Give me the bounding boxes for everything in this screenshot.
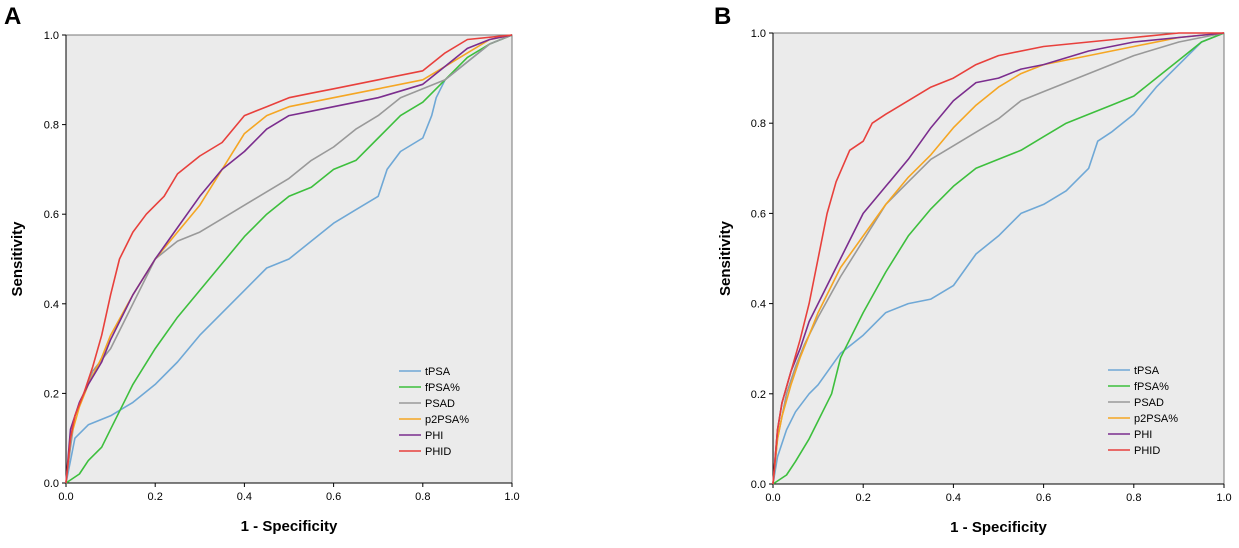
y-axis-title: Sensitivity xyxy=(9,221,26,297)
x-axis-title: 1 - Specificity xyxy=(241,518,338,535)
y-tick-label: 0.8 xyxy=(751,118,766,130)
series-line-tpsa xyxy=(65,34,513,484)
x-tick-label: 0.4 xyxy=(237,491,252,503)
series-line-phi xyxy=(772,32,1225,485)
plot-area xyxy=(772,32,1225,485)
x-tick-label: 0.6 xyxy=(326,491,341,503)
legend-label: PSAD xyxy=(1134,397,1164,409)
legend-label: PHI xyxy=(1134,429,1152,441)
x-axis-title: 1 - Specificity xyxy=(950,519,1047,536)
x-tick-label: 0.0 xyxy=(765,492,780,504)
legend-label: PHID xyxy=(425,446,451,458)
y-tick-label: 0.2 xyxy=(751,389,766,401)
series-line-p2psa-pct xyxy=(772,32,1225,485)
x-tick-label: 0.2 xyxy=(856,492,871,504)
y-tick-label: 1.0 xyxy=(751,28,766,40)
legend-label: p2PSA% xyxy=(425,414,469,426)
y-tick-label: 0.0 xyxy=(751,479,766,491)
legend-label: PHI xyxy=(425,430,443,442)
y-tick-label: 0.2 xyxy=(44,388,59,400)
y-tick-label: 0.0 xyxy=(44,478,59,490)
y-axis-title: Sensitivity xyxy=(717,220,734,296)
x-tick-label: 0.8 xyxy=(415,491,430,503)
y-tick-label: 0.4 xyxy=(44,299,59,311)
series-line-psad xyxy=(772,32,1225,485)
x-tick-label: 0.4 xyxy=(946,492,961,504)
legend-label: tPSA xyxy=(1134,365,1160,377)
series-line-psad xyxy=(65,34,513,484)
y-tick-label: 0.4 xyxy=(751,299,766,311)
panel-letter: B xyxy=(714,3,731,30)
series-line-fpsa-pct xyxy=(65,34,513,484)
series-line-p2psa-pct xyxy=(65,34,513,484)
x-tick-label: 0.2 xyxy=(148,491,163,503)
legend-label: tPSA xyxy=(425,366,451,378)
x-tick-label: 0.8 xyxy=(1126,492,1141,504)
legend-label: fPSA% xyxy=(1134,381,1169,393)
series-line-tpsa xyxy=(772,32,1225,485)
y-tick-label: 1.0 xyxy=(44,30,59,42)
roc-panel-b: B 0.0 0.2 0.4 0.6 0.8 1.0 0.0 0.2 0.4 0.6 0.8 1.0 1 -… xyxy=(714,3,1232,536)
legend-label: p2PSA% xyxy=(1134,413,1178,425)
x-tick-label: 0.6 xyxy=(1036,492,1051,504)
roc-panel-a: A 0.0 0.2 0.4 0.6 0.8 1.0 0.0 0.2 0.4 0.6 0.8 1.0 1 -… xyxy=(4,3,520,535)
legend-label: PSAD xyxy=(425,398,455,410)
series-line-phid xyxy=(772,32,1224,485)
y-tick-label: 0.6 xyxy=(44,209,59,221)
panel-letter: A xyxy=(4,3,21,30)
y-tick-label: 0.8 xyxy=(44,120,59,132)
series-line-phi xyxy=(65,34,513,484)
x-tick-label: 1.0 xyxy=(1216,492,1231,504)
series-line-phid xyxy=(65,34,513,484)
legend-label: fPSA% xyxy=(425,382,460,394)
y-tick-label: 0.6 xyxy=(751,208,766,220)
series-line-fpsa-pct xyxy=(772,32,1225,485)
x-tick-label: 1.0 xyxy=(504,491,519,503)
x-tick-label: 0.0 xyxy=(58,491,73,503)
legend-label: PHID xyxy=(1134,445,1160,457)
